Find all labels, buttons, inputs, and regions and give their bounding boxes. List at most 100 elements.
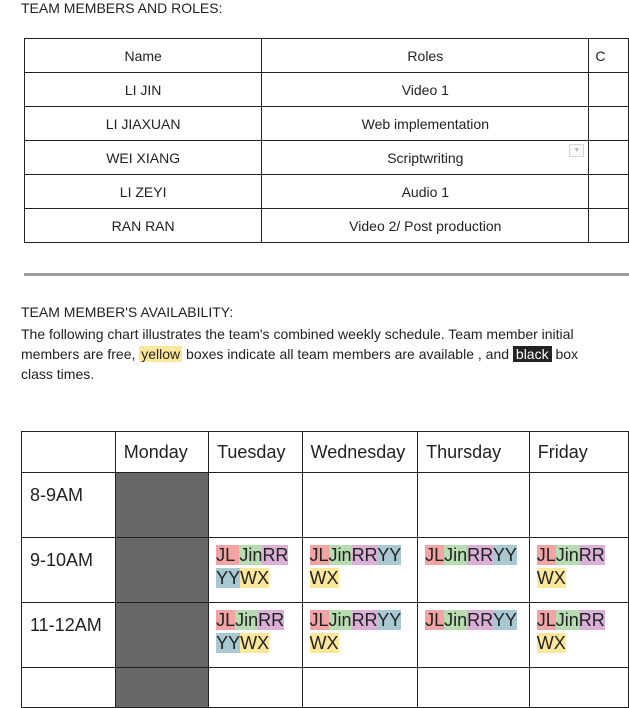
schedule-row-partial (21, 667, 629, 708)
initial-yy: YY (492, 610, 517, 630)
availability-slot[interactable]: JLJinRRYY (417, 602, 530, 668)
initial-jin: Jin (555, 545, 579, 565)
column-header-name: Name (23, 38, 263, 73)
schedule-row-8-9am: 8-9AM (21, 472, 629, 538)
availability-heading: TEAM MEMBER'S AVAILABILITY: (21, 304, 234, 320)
roles-heading: TEAM MEMBERS AND ROLES: (21, 0, 223, 16)
column-header-third: C (588, 38, 629, 73)
member-role[interactable]: Audio 1 (261, 174, 590, 209)
initial-jin: Jin (239, 545, 263, 565)
description-line: members are free, yellow boxes indicate … (21, 344, 578, 364)
initial-rr: RR (578, 610, 605, 630)
initial-yy: YY (216, 633, 241, 653)
section-divider (24, 273, 629, 276)
initial-rr: RR (262, 545, 289, 565)
table-row: LI JIN Video 1 (23, 72, 629, 107)
initial-jin: Jin (444, 610, 468, 630)
day-header-thursday: Thursday (417, 431, 530, 473)
class-time-block (114, 602, 210, 668)
day-header-tuesday: Tuesday (208, 431, 303, 473)
availability-slot[interactable]: JLJinRR WX (528, 602, 629, 668)
description-text: boxes indicate all team members are avai… (182, 346, 513, 362)
initial-wx: WX (240, 568, 270, 588)
schedule-table: Monday Tuesday Wednesday Thursday Friday… (21, 431, 629, 708)
initial-jin: Jin (328, 610, 352, 630)
member-role-label: Scriptwriting (387, 149, 464, 166)
empty-slot[interactable] (208, 472, 303, 538)
initial-rr: RR (467, 545, 493, 565)
initial-wx: WX (536, 633, 566, 653)
empty-slot[interactable] (301, 472, 419, 538)
column-header-roles: Roles (261, 38, 590, 73)
initial-wx: WX (309, 568, 339, 588)
initial-yy: YY (216, 568, 241, 588)
empty-slot[interactable] (528, 472, 629, 538)
day-header-monday: Monday (114, 431, 210, 473)
initial-jin: Jin (235, 610, 259, 630)
initial-yy: YY (377, 610, 402, 630)
schedule-row-11-12am: 11-12AM JLJinRR YYWX JLJinRRYY WX JLJinRRY… (21, 602, 629, 668)
member-name: WEI XIANG (23, 140, 263, 175)
initial-wx: WX (240, 633, 270, 653)
initial-jl: JL (216, 610, 236, 630)
day-header-wednesday: Wednesday (301, 431, 419, 473)
description-text: members are free, (21, 346, 140, 362)
black-highlight: black (512, 346, 552, 362)
availability-slot[interactable] (208, 667, 303, 708)
initial-wx: WX (536, 568, 566, 588)
initial-rr: RR (467, 610, 493, 630)
roles-table: Name Roles C LI JIN Video 1 LI JIAXUAN W… (23, 38, 629, 243)
initial-jl: JL (216, 545, 240, 565)
table-row: RAN RAN Video 2/ Post production (23, 208, 629, 243)
member-role-dropdown[interactable]: Scriptwriting ▼ (261, 140, 590, 175)
empty-slot[interactable] (417, 472, 530, 538)
table-header-row: Name Roles C (23, 38, 629, 73)
day-header-friday: Friday (528, 431, 629, 473)
member-name: LI ZEYI (23, 174, 263, 209)
chevron-down-icon[interactable]: ▼ (569, 144, 585, 157)
schedule-row-9-10am: 9-10AM JL JinRR YYWX JLJinRRYY WX JLJinRRY… (21, 537, 629, 603)
availability-slot[interactable]: JLJinRRYY (417, 537, 530, 603)
yellow-highlight: yellow (139, 346, 183, 362)
initial-rr: RR (351, 545, 378, 565)
initial-jl: JL (425, 545, 445, 565)
availability-slot[interactable] (417, 667, 530, 708)
initial-wx: WX (309, 633, 339, 653)
third-column-cell (588, 208, 629, 243)
member-role[interactable]: Video 2/ Post production (261, 208, 590, 243)
availability-description: The following chart illustrates the team… (21, 324, 578, 384)
description-line: class times. (21, 366, 95, 382)
table-row: WEI XIANG Scriptwriting ▼ (23, 140, 629, 175)
member-role[interactable]: Web implementation (261, 106, 590, 141)
third-column-cell (588, 72, 629, 107)
class-time-block (114, 537, 210, 603)
initial-jl: JL (425, 610, 445, 630)
availability-slot[interactable] (528, 667, 629, 708)
initial-jl: JL (309, 545, 329, 565)
schedule-header-row: Monday Tuesday Wednesday Thursday Friday (21, 431, 629, 473)
member-role[interactable]: Video 1 (261, 72, 590, 107)
initial-yy: YY (492, 545, 517, 565)
third-column-cell (588, 106, 629, 141)
availability-slot[interactable] (301, 667, 419, 708)
initial-jl: JL (536, 610, 556, 630)
availability-slot[interactable]: JL JinRR YYWX (208, 537, 303, 603)
table-row: LI JIAXUAN Web implementation (23, 106, 629, 141)
member-name: LI JIN (23, 72, 263, 107)
member-name: RAN RAN (23, 208, 263, 243)
availability-slot[interactable]: JLJinRR WX (528, 537, 629, 603)
availability-slot[interactable]: JLJinRRYY WX (301, 537, 419, 603)
time-label: 9-10AM (21, 537, 116, 603)
time-label (21, 667, 116, 708)
third-column-cell (588, 174, 629, 209)
initial-jin: Jin (555, 610, 579, 630)
member-name: LI JIAXUAN (23, 106, 263, 141)
initial-jl: JL (536, 545, 556, 565)
initial-jin: Jin (444, 545, 468, 565)
initial-rr: RR (351, 610, 378, 630)
corner-cell (21, 431, 116, 473)
initial-yy: YY (377, 545, 402, 565)
initial-jin: Jin (328, 545, 352, 565)
